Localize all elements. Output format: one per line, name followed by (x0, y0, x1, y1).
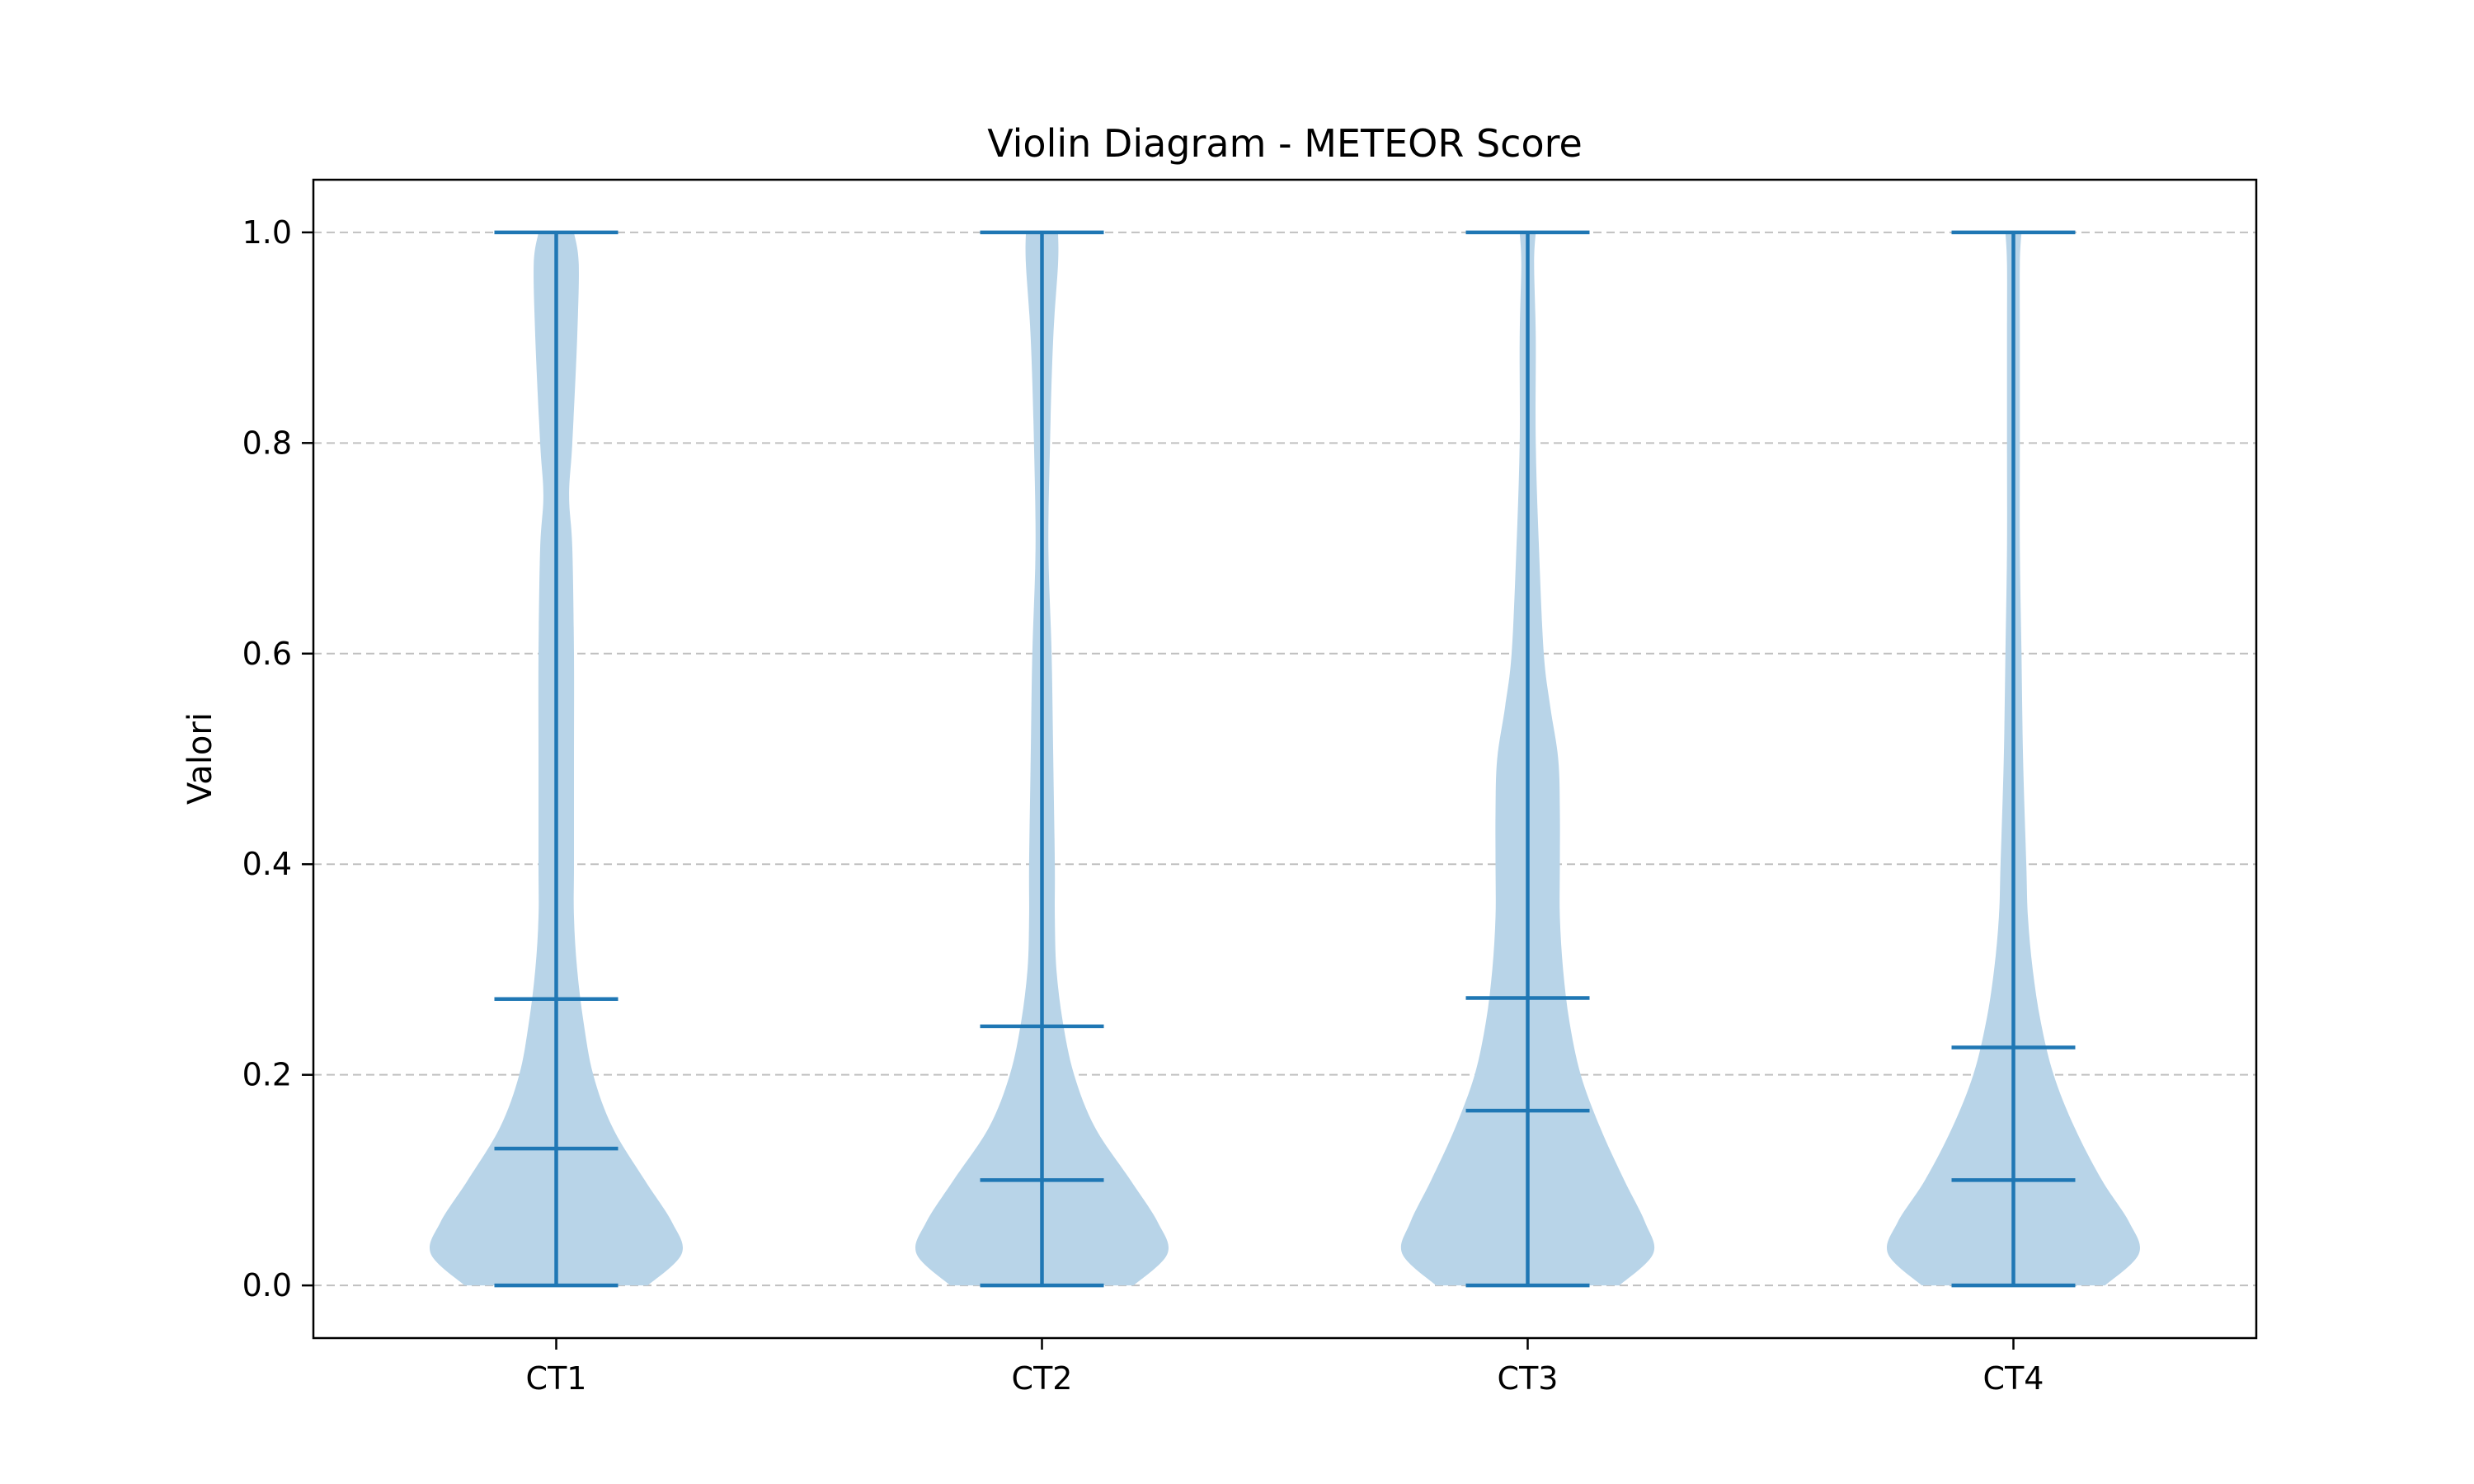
x-tick-label: CT3 (1498, 1360, 1559, 1397)
x-tick-label: CT4 (1983, 1360, 2044, 1397)
chart-title: Violin Diagram - METEOR Score (987, 121, 1583, 166)
violins (430, 230, 2140, 1288)
y-tick-label: 0.8 (242, 425, 292, 461)
plot-frame (312, 178, 2258, 1340)
axes: 0.0 0.2 0.4 0.6 0.8 1.0 CT1 CT2 CT3 CT4 (242, 214, 2044, 1397)
gridlines (313, 231, 2256, 1287)
y-tick-label: 0.4 (242, 846, 292, 882)
y-tick-label: 0.0 (242, 1267, 292, 1303)
y-tick-label: 0.6 (242, 636, 292, 672)
y-tick-label: 0.2 (242, 1057, 292, 1093)
x-tick-label: CT1 (526, 1360, 587, 1397)
x-tick-label: CT2 (1012, 1360, 1073, 1397)
y-tick-label: 1.0 (242, 214, 292, 251)
y-axis-label: Valori (181, 712, 219, 805)
